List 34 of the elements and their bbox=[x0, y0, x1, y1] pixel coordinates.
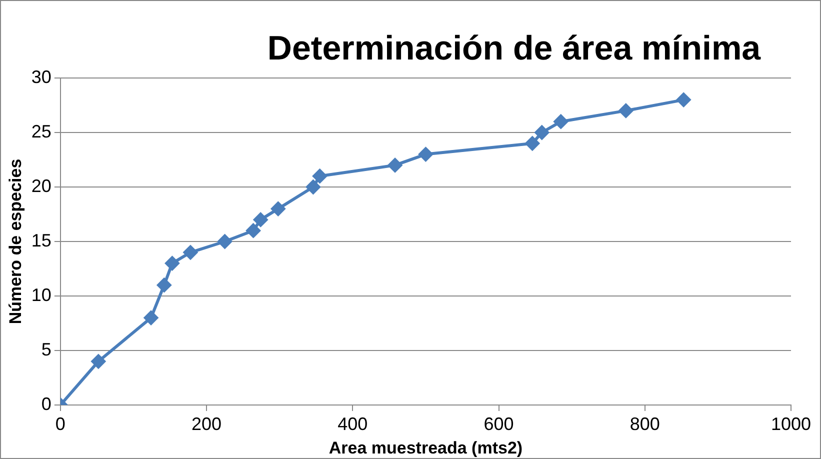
x-tick-label: 400 bbox=[338, 414, 368, 434]
x-tick-label: 200 bbox=[192, 414, 222, 434]
y-tick-label: 30 bbox=[31, 66, 52, 87]
point bbox=[217, 234, 232, 249]
point bbox=[182, 244, 198, 260]
point bbox=[270, 201, 286, 216]
y-tick-label: 0 bbox=[41, 394, 52, 414]
point bbox=[156, 278, 172, 293]
x-tick-label: 1000 bbox=[770, 414, 812, 434]
point bbox=[676, 92, 692, 108]
point bbox=[312, 168, 328, 184]
y-tick-label: 20 bbox=[31, 176, 52, 196]
point bbox=[553, 114, 568, 130]
y-tick-label: 5 bbox=[41, 339, 52, 360]
x-axis-title: Area muestreada (mts2) bbox=[328, 438, 523, 458]
x-tick-label: 800 bbox=[630, 414, 660, 434]
point bbox=[246, 223, 261, 238]
chart-title: Determinación de área mínima bbox=[267, 29, 762, 68]
point bbox=[524, 136, 540, 151]
y-tick-label: 10 bbox=[31, 284, 52, 305]
point bbox=[534, 125, 550, 140]
point bbox=[144, 310, 159, 326]
y-tick-label: 15 bbox=[31, 230, 52, 250]
point bbox=[253, 212, 268, 228]
point bbox=[418, 146, 434, 162]
point bbox=[90, 354, 106, 369]
y-axis-title: Número de especies bbox=[6, 158, 25, 324]
x-tick-label: 0 bbox=[55, 414, 66, 434]
point bbox=[388, 158, 403, 173]
point bbox=[164, 256, 180, 271]
y-tick-label: 25 bbox=[31, 121, 52, 142]
point bbox=[306, 180, 321, 194]
x-tick-label: 600 bbox=[484, 414, 514, 434]
point bbox=[618, 103, 634, 118]
